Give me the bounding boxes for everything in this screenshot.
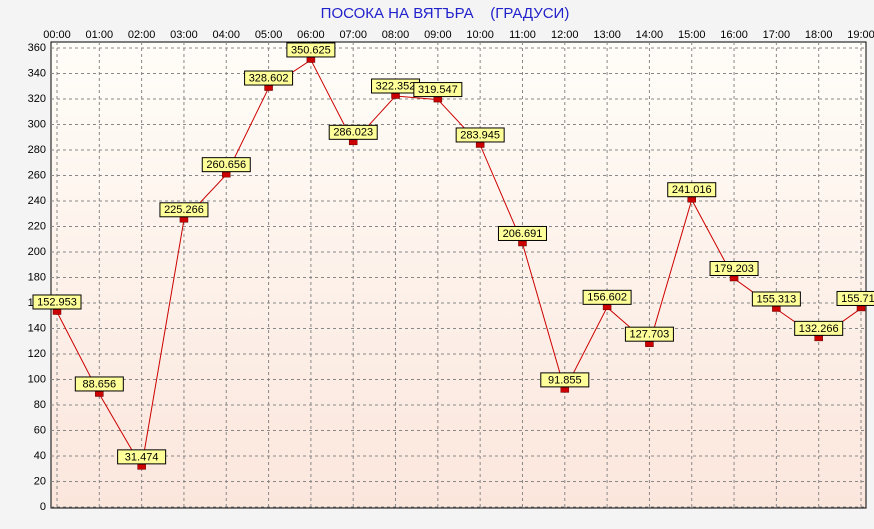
data-label-box <box>328 124 378 140</box>
marker <box>306 57 316 63</box>
data-label: 206.691 <box>503 228 543 240</box>
data-label-box <box>667 182 717 198</box>
y-tick-label: 40 <box>34 450 46 462</box>
x-tick-label: 15:00 <box>678 29 706 41</box>
x-tick-label: 07:00 <box>339 29 367 41</box>
y-tick-label: 140 <box>28 322 46 334</box>
data-label: 155.719 <box>841 293 874 305</box>
x-tick-label: 16:00 <box>720 29 748 41</box>
x-tick-label: 06:00 <box>297 29 325 41</box>
data-label: 328.602 <box>249 72 289 84</box>
data-label: 225.266 <box>164 204 204 216</box>
x-tick-label: 02:00 <box>128 29 156 41</box>
x-tick-label: 05:00 <box>255 29 283 41</box>
y-tick-label: 240 <box>28 195 46 207</box>
data-label: 31.474 <box>125 451 159 463</box>
marker <box>95 391 104 397</box>
x-tick-label: 14:00 <box>636 29 664 41</box>
y-tick-label: 220 <box>28 220 46 232</box>
x-tick-label: 08:00 <box>382 29 410 41</box>
data-label: 283.945 <box>460 129 500 141</box>
data-label: 155.313 <box>756 293 796 305</box>
data-label-box <box>751 291 801 307</box>
marker <box>560 387 570 393</box>
marker <box>179 217 189 223</box>
data-label: 286.023 <box>333 127 373 139</box>
data-label-box <box>74 376 124 392</box>
x-tick-label: 17:00 <box>763 29 791 41</box>
data-label-box <box>709 261 759 277</box>
x-tick-label: 18:00 <box>805 29 833 41</box>
data-label: 241.016 <box>672 184 712 196</box>
data-label-box <box>540 372 590 388</box>
data-label-box <box>497 225 547 241</box>
y-tick-label: 280 <box>28 144 46 156</box>
marker <box>137 464 146 470</box>
marker <box>264 85 273 91</box>
marker <box>222 171 231 178</box>
y-tick-label: 200 <box>28 246 46 258</box>
marker <box>391 93 400 99</box>
x-tick-label: 11:00 <box>509 29 536 41</box>
y-tick-label: 80 <box>34 399 46 411</box>
y-tick-label: 60 <box>34 424 46 436</box>
x-tick-label: 09:00 <box>424 29 452 41</box>
data-label-box <box>32 294 82 310</box>
x-tick-label: 12:00 <box>551 29 579 41</box>
y-tick-label: 360 <box>28 42 46 54</box>
data-label: 322.352 <box>376 80 416 92</box>
data-label-box <box>582 289 632 305</box>
x-tick-label: 04:00 <box>212 29 240 41</box>
data-label-box <box>201 157 251 173</box>
data-label-box <box>413 82 463 98</box>
data-label: 91.855 <box>548 374 582 386</box>
x-tick-label: 10:00 <box>466 29 494 41</box>
data-label-box <box>286 42 336 58</box>
data-label-box <box>455 127 505 143</box>
marker <box>687 196 696 203</box>
y-tick-label: 300 <box>28 118 46 130</box>
x-tick-label: 19:00 <box>847 29 874 41</box>
y-tick-label: 100 <box>28 373 46 385</box>
data-label: 350.625 <box>291 44 331 56</box>
y-tick-label: 340 <box>28 67 46 79</box>
marker <box>518 240 527 247</box>
y-tick-label: 20 <box>34 475 46 487</box>
data-label-box <box>624 326 674 342</box>
data-label-box <box>794 320 844 336</box>
x-tick-label: 00:00 <box>43 29 71 41</box>
marker <box>856 305 866 312</box>
marker <box>814 335 823 342</box>
marker <box>433 96 443 103</box>
data-label: 127.703 <box>630 329 670 341</box>
y-tick-label: 120 <box>28 348 46 360</box>
data-label: 260.656 <box>206 159 246 171</box>
x-tick-label: 03:00 <box>170 29 198 41</box>
marker <box>729 275 739 282</box>
marker <box>475 142 485 148</box>
data-label-box <box>159 202 209 218</box>
marker <box>602 304 612 311</box>
data-label: 319.547 <box>418 84 458 96</box>
y-tick-label: 320 <box>28 93 46 105</box>
data-label: 132.266 <box>799 323 839 335</box>
marker <box>348 139 358 146</box>
chart-title: ПОСОКА НА ВЯТЪРА (ГРАДУСИ) <box>321 5 570 22</box>
data-label-box <box>117 449 167 465</box>
marker <box>772 306 781 312</box>
data-label-box <box>836 290 874 306</box>
data-label: 152.953 <box>37 296 77 308</box>
data-label: 179.203 <box>714 263 754 275</box>
y-tick-label: 180 <box>28 271 46 283</box>
x-tick-label: 13:00 <box>593 29 621 41</box>
y-tick-label: 260 <box>28 169 46 181</box>
marker <box>52 309 62 315</box>
data-label-box <box>244 70 294 86</box>
y-tick-label: 0 <box>40 501 46 513</box>
data-label: 88.656 <box>82 378 116 390</box>
marker <box>645 341 654 347</box>
data-label: 156.602 <box>587 292 627 304</box>
x-tick-label: 01:00 <box>86 29 114 41</box>
